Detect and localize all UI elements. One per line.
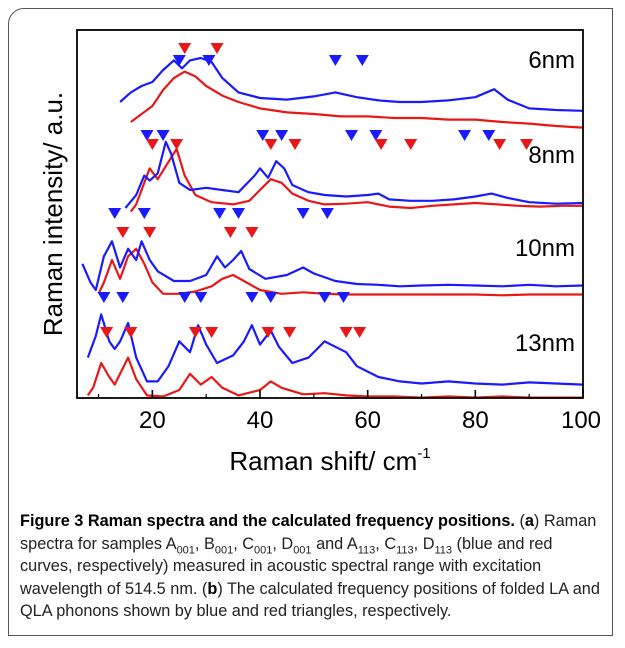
blue-marker-13nm-0 [97,292,111,303]
red-marker-10nm-2 [223,227,237,238]
blue-marker-8nm-3 [275,130,289,141]
blue-marker-6nm-1 [202,55,216,66]
blue-curve-8nm [124,140,584,209]
blue-marker-13nm-7 [337,292,350,303]
caption-title: Figure 3 Raman spectra and the calculate… [20,512,515,530]
red-marker-8nm-6 [493,139,507,150]
x-tick-label-20: 20 [139,407,166,434]
blue-marker-13nm-3 [194,292,208,303]
red-marker-8nm-0 [145,139,159,150]
red-curve-10nm [97,247,583,297]
blue-marker-8nm-5 [369,130,383,141]
blue-marker-6nm-0 [172,55,186,66]
x-tick-label-100: 100 [561,407,601,434]
red-marker-8nm-5 [404,139,418,150]
red-marker-6nm-1 [210,43,224,54]
sample-13nm: 13nm [86,292,584,399]
sample-6nm: 6nm [119,43,584,129]
red-marker-8nm-7 [520,139,533,150]
blue-curve-6nm [119,56,584,112]
blue-marker-13nm-1 [116,292,130,303]
figure-frame [8,8,613,636]
raman-chart: 6nm 8nm 10nm 13nm 20 40 60 80 100 Raman intensi… [38,29,601,476]
red-marker-13nm-6 [339,327,353,338]
red-marker-13nm-5 [283,327,297,338]
blue-curve-13nm [86,313,584,386]
red-marker-13nm-2 [188,327,202,338]
blue-marker-10nm-1 [137,208,151,219]
x-ticks: 20 40 60 80 100 [97,390,601,434]
red-marker-10nm-1 [143,227,157,238]
x-axis-label: Raman shift/ cm-1 [229,445,430,476]
blue-marker-10nm-3 [232,208,245,219]
sample-10nm: 10nm [81,208,584,297]
x-tick-label-60: 60 [354,407,381,434]
red-marker-13nm-7 [353,327,367,338]
blue-marker-6nm-3 [355,55,369,66]
red-curve-8nm [129,147,583,213]
sample-8nm: 8nm [124,130,584,213]
red-marker-6nm-0 [178,43,192,54]
blue-marker-10nm-4 [296,208,310,219]
blue-marker-8nm-0 [140,130,154,141]
blue-curve-10nm [81,240,584,292]
sample-label-6nm: 6nm [528,47,575,74]
y-axis-label: Raman intensity/ a.u. [38,92,68,336]
blue-marker-13nm-2 [178,292,192,303]
caption-body: (a) Raman spectra for samples A001, B001… [20,512,600,620]
blue-marker-8nm-1 [156,130,170,141]
blue-marker-10nm-5 [320,208,334,219]
red-marker-13nm-1 [124,327,138,338]
red-marker-8nm-4 [374,139,388,150]
sample-label-10nm: 10nm [515,235,575,262]
blue-marker-8nm-2 [256,130,270,141]
figure-caption: Figure 3 Raman spectra and the calculate… [20,510,600,623]
red-marker-13nm-4 [261,327,275,338]
sample-label-8nm: 8nm [528,142,575,169]
x-tick-label-80: 80 [462,407,489,434]
red-marker-10nm-0 [116,227,130,238]
blue-marker-13nm-4 [245,292,259,303]
axes-frame [76,29,584,399]
blue-marker-10nm-2 [213,208,227,219]
blue-marker-6nm-2 [328,55,342,66]
blue-marker-8nm-7 [482,130,496,141]
red-marker-13nm-0 [100,327,114,338]
x-tick-label-40: 40 [247,407,274,434]
blue-marker-10nm-0 [108,208,122,219]
blue-marker-13nm-6 [318,292,332,303]
blue-marker-8nm-4 [345,130,358,141]
sample-label-13nm: 13nm [515,330,575,357]
red-curve-13nm [86,356,583,399]
red-marker-13nm-3 [205,327,219,338]
blue-marker-13nm-5 [264,292,278,303]
red-marker-8nm-1 [170,139,184,150]
blue-marker-8nm-6 [458,130,472,141]
plot-area: 6nm 8nm 10nm 13nm [81,43,584,399]
red-marker-8nm-2 [264,139,278,150]
red-marker-10nm-3 [245,227,259,238]
red-curve-6nm [130,70,584,129]
red-marker-8nm-3 [288,139,302,150]
